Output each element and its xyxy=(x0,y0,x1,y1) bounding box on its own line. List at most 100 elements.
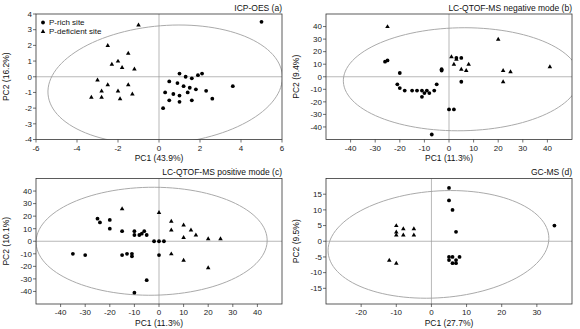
y-tick xyxy=(323,194,326,195)
y-tick xyxy=(33,241,36,242)
y-tick-label: -10 xyxy=(310,268,322,277)
circle-point xyxy=(454,56,458,60)
triangle-point xyxy=(206,265,211,269)
x-tick xyxy=(473,140,474,143)
y-tick-label: -30 xyxy=(310,110,322,119)
triangle-point xyxy=(120,206,125,210)
zero-line-v xyxy=(449,14,450,140)
circle-point xyxy=(427,91,431,95)
x-tick xyxy=(350,140,351,143)
y-tick-label: -40 xyxy=(20,287,32,296)
x-axis-label: PC1 (11.3%) xyxy=(425,153,473,163)
triangle-point xyxy=(95,77,100,81)
y-tick-label: -10 xyxy=(310,85,322,94)
triangle-point xyxy=(464,68,469,72)
triangle-point xyxy=(385,24,390,28)
panel-title: GC-MS (d) xyxy=(531,167,572,177)
x-tick xyxy=(282,140,283,143)
y-tick xyxy=(33,291,36,292)
circle-point xyxy=(200,72,204,76)
x-tick-label: 20 xyxy=(494,144,503,153)
y-tick-label: 10 xyxy=(23,225,32,234)
triangle-point xyxy=(194,233,199,237)
y-tick-label: 10 xyxy=(313,60,322,69)
legend-label: P-deficient site xyxy=(49,27,102,36)
circle-point xyxy=(178,94,182,98)
x-tick xyxy=(60,304,61,307)
plot-frame xyxy=(326,14,572,140)
series xyxy=(383,56,463,136)
confidence-ellipse xyxy=(343,28,572,131)
x-tick-label: 30 xyxy=(228,308,237,317)
circle-point xyxy=(190,76,194,80)
circle-point xyxy=(403,89,407,93)
x-tick-label: -30 xyxy=(79,308,91,317)
x-tick-label: 2 xyxy=(198,144,203,153)
y-tick xyxy=(33,216,36,217)
x-tick-label: 30 xyxy=(532,308,541,317)
circle-point xyxy=(71,252,75,256)
series xyxy=(71,217,166,295)
circle-point xyxy=(435,82,439,86)
y-tick xyxy=(33,92,36,93)
y-tick-label: -30 xyxy=(20,275,32,284)
x-tick-label: -40 xyxy=(55,308,67,317)
x-tick xyxy=(241,140,242,143)
y-tick-label: 2 xyxy=(28,41,33,50)
y-tick xyxy=(323,76,326,77)
y-tick xyxy=(33,278,36,279)
x-tick xyxy=(183,304,184,307)
triangle-point xyxy=(218,236,223,240)
circle-point xyxy=(157,239,161,243)
panel-title: LC-QTOF-MS negative mode (b) xyxy=(448,3,572,13)
y-tick-label: 4 xyxy=(28,10,33,19)
series xyxy=(385,24,552,83)
x-tick xyxy=(134,304,135,307)
x-axis-label: PC1 (27.7%) xyxy=(425,318,474,328)
x-tick xyxy=(466,304,467,307)
circle-point xyxy=(142,229,146,233)
circle-point xyxy=(188,86,192,90)
triangle-point xyxy=(116,59,121,63)
triangle-point xyxy=(169,228,174,232)
x-tick xyxy=(536,304,537,307)
circle-point xyxy=(420,95,424,99)
y-tick xyxy=(33,123,36,124)
triangle-point xyxy=(412,233,417,237)
triangle-point xyxy=(181,223,186,227)
y-tick-label: 0 xyxy=(318,73,323,82)
panel: -6-4-20246-4-3-2-101234PC1 (43.9%)PC2 (1… xyxy=(1,3,285,164)
y-tick-label: -1 xyxy=(25,88,33,97)
y-tick xyxy=(323,51,326,52)
circle-point xyxy=(398,71,402,75)
circle-point xyxy=(152,239,156,243)
y-tick xyxy=(33,191,36,192)
circle-point xyxy=(451,208,455,212)
y-tick-label: 40 xyxy=(313,22,322,31)
x-tick xyxy=(257,304,258,307)
circle-point xyxy=(145,278,149,282)
triangle-point xyxy=(89,95,94,99)
circle-point xyxy=(176,81,180,85)
confidence-ellipse xyxy=(328,191,549,299)
y-tick-label: -40 xyxy=(310,123,322,132)
y-tick-label: 1 xyxy=(28,57,33,66)
circle-point xyxy=(440,69,444,73)
y-tick xyxy=(33,139,36,140)
plot-frame xyxy=(36,179,282,305)
y-tick xyxy=(323,39,326,40)
y-tick xyxy=(323,256,326,257)
x-tick xyxy=(77,140,78,143)
circle-point xyxy=(447,199,451,203)
circle-point xyxy=(454,230,458,234)
x-tick-label: 0 xyxy=(429,308,434,317)
panel-title: LC-QTOF-MS positive mode (c) xyxy=(162,167,282,177)
circle-point xyxy=(447,186,451,190)
triangle-point xyxy=(120,65,125,69)
y-tick-label: 30 xyxy=(313,35,322,44)
x-tick-label: -4 xyxy=(73,144,81,153)
y-tick-label: 30 xyxy=(23,199,32,208)
legend: P-rich siteP-deficient site xyxy=(41,18,102,36)
triangle-point xyxy=(189,228,194,232)
panel: -40-30-20-10010203040-40-30-20-100102030… xyxy=(291,3,579,164)
